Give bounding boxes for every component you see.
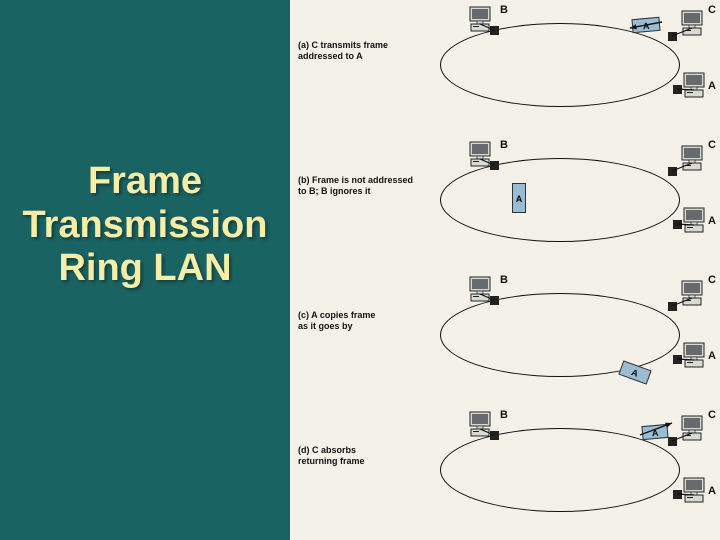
diagram-panel: A B CA (a) C transmits frameaddressed to… [290, 0, 720, 540]
ring-stage-0: A B CA (a) C transmits frameaddressed to… [290, 0, 720, 135]
stage-caption: (c) A copies frameas it goes by [298, 310, 375, 332]
ring-stage-3: A B CA (d) C absorbsreturning frame [290, 405, 720, 540]
title-area: Frame Transmission Ring LAN [0, 160, 290, 291]
slide-title: Frame Transmission Ring LAN [0, 160, 290, 291]
stage-caption: (a) C transmits frameaddressed to A [298, 40, 388, 62]
direction-arrow [290, 0, 720, 135]
stage-caption: (b) Frame is not addressedto B; B ignore… [298, 175, 413, 197]
connector-line [290, 135, 720, 270]
ring-stage-2: A B CA(c) A copies frameas it goes by [290, 270, 720, 405]
direction-arrow [290, 405, 720, 540]
frame-packet: A [512, 183, 526, 213]
connector-line [290, 270, 720, 405]
ring-stage-1: A B CA(b) Frame is not addressedto B; B … [290, 135, 720, 270]
stage-caption: (d) C absorbsreturning frame [298, 445, 365, 467]
